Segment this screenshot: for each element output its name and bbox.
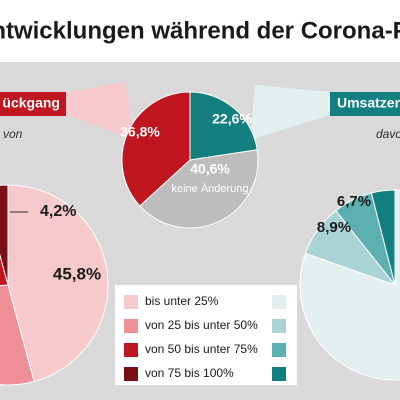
legend-swatch: [272, 367, 286, 381]
legend-label: von 75 bis 100%: [145, 366, 234, 380]
legend-label: bis unter 25%: [145, 294, 219, 308]
legend-swatch: [272, 343, 286, 357]
legend-swatch: [272, 319, 286, 333]
legend-swatch: [272, 295, 286, 309]
legend-swatch: [124, 343, 138, 357]
right-box-label: Umsatzen: [337, 95, 400, 111]
left-box: [0, 92, 66, 116]
right-sub: davo: [376, 127, 400, 141]
pie-slice: [121, 91, 191, 207]
pie-slice: [370, 189, 396, 286]
legend-swatch: [124, 319, 138, 333]
value-label: 40,6%: [190, 161, 230, 177]
pie-slice: [139, 149, 259, 229]
category-label: keine Änderung: [171, 183, 248, 195]
left-sub: von: [3, 127, 23, 141]
value-label: 45,8%: [53, 264, 101, 283]
legend-swatch: [124, 295, 138, 309]
legend-box: [115, 285, 297, 385]
value-label: 6,7%: [337, 193, 371, 210]
pie-slice: [0, 184, 9, 286]
pie-slice: [7, 184, 109, 383]
legend-swatch: [124, 367, 138, 381]
value-label: 4,2%: [40, 203, 76, 220]
right-callout: [250, 85, 330, 140]
pie-slice: [189, 91, 258, 161]
pie-slice: [0, 284, 35, 386]
value-label: 36,8%: [120, 124, 160, 140]
title-band: [0, 0, 400, 62]
left-callout: [66, 82, 135, 140]
legend-label: von 50 bis unter 75%: [145, 342, 258, 356]
legend-label: von 25 bis unter 50%: [145, 318, 258, 332]
pie-slice: [299, 189, 400, 381]
title: entwicklungen während der Corona-Pa: [0, 17, 400, 44]
right-box: [330, 92, 400, 116]
value-label: 22,6%: [212, 111, 252, 127]
left-box-label: ückgang: [2, 95, 60, 111]
value-label: 8,9%: [317, 219, 351, 236]
